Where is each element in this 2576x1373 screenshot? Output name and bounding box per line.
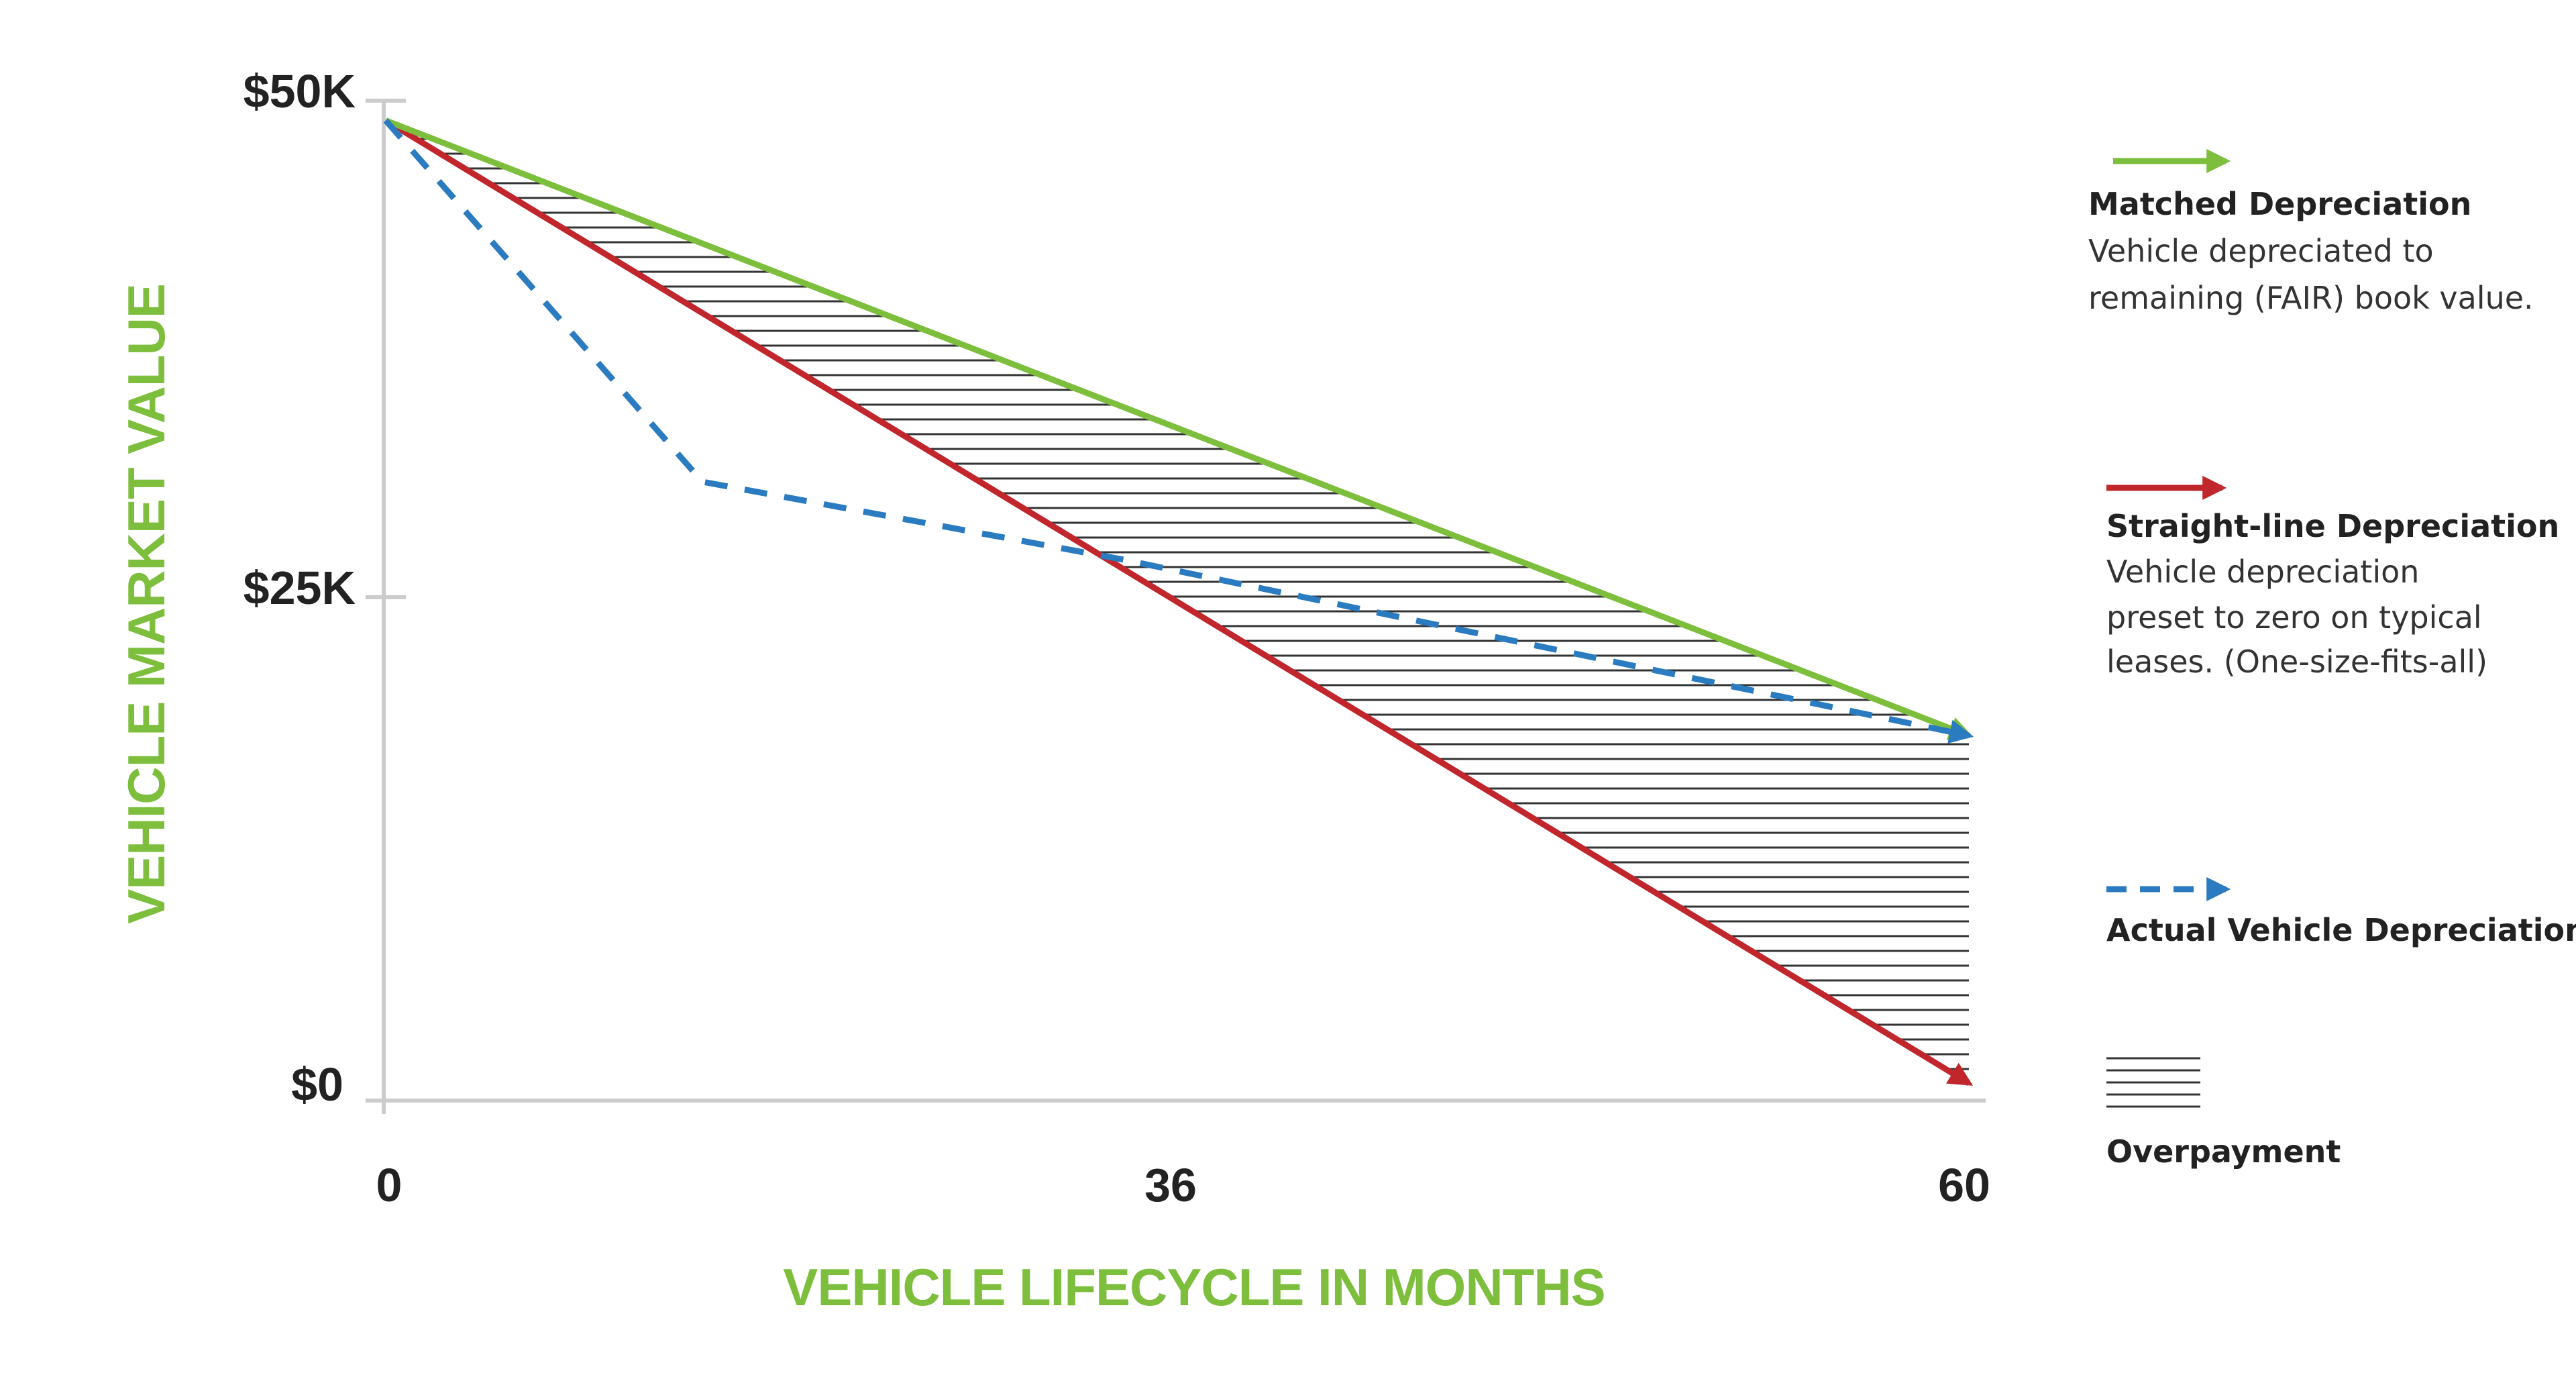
legend-item-matched: Matched Depreciation Vehicle depreciated… xyxy=(2088,149,2534,316)
legend-item-actual: Actual Vehicle Depreciation xyxy=(2106,877,2576,948)
legend-label-straight-line: Straight-line Depreciation xyxy=(2106,508,2559,544)
series-line-actual xyxy=(383,118,1974,744)
x-tick-label-36: 36 xyxy=(1144,1159,1197,1211)
y-axis-title: VEHICLE MARKET VALUE xyxy=(117,284,176,924)
x-tick-label-60: 60 xyxy=(1938,1159,1990,1211)
legend-label-overpayment: Overpayment xyxy=(2106,1133,2341,1170)
legend-desc-straight-line-1: Vehicle depreciation xyxy=(2106,554,2419,590)
legend-desc-matched-line-2: remaining (FAIR) book value. xyxy=(2088,280,2534,316)
x-tick-label-0: 0 xyxy=(376,1159,402,1211)
legend-label-actual: Actual Vehicle Depreciation xyxy=(2106,912,2576,948)
y-tick-label-0: $0 xyxy=(291,1058,343,1111)
y-tick-labels: $50K $25K $0 xyxy=(244,65,356,1111)
legend-item-overpayment: Overpayment xyxy=(2106,1057,2341,1170)
legend-desc-matched-line-1: Vehicle depreciated to xyxy=(2088,233,2434,269)
series-line-matched xyxy=(384,117,1974,740)
legend-swatch-overpayment xyxy=(2106,1057,2200,1108)
x-axis-title: VEHICLE LIFECYCLE IN MONTHS xyxy=(783,1258,1605,1317)
legend-label-matched: Matched Depreciation xyxy=(2088,186,2471,222)
legend: Matched Depreciation Vehicle depreciated… xyxy=(2088,149,2576,1170)
x-tick-labels: 0 36 60 xyxy=(376,1159,1990,1211)
axes xyxy=(366,99,1986,1114)
y-tick-label-50k: $50K xyxy=(244,65,356,117)
y-tick-label-25k: $25K xyxy=(244,562,356,614)
series-lines xyxy=(383,117,1974,1086)
series-line-straight-line xyxy=(384,117,1974,1086)
legend-desc-straight-line-3: leases. (One-size-fits-all) xyxy=(2106,644,2487,680)
legend-item-straight-line: Straight-line Depreciation Vehicle depre… xyxy=(2106,476,2559,680)
legend-desc-straight-line-2: preset to zero on typical xyxy=(2106,599,2482,635)
